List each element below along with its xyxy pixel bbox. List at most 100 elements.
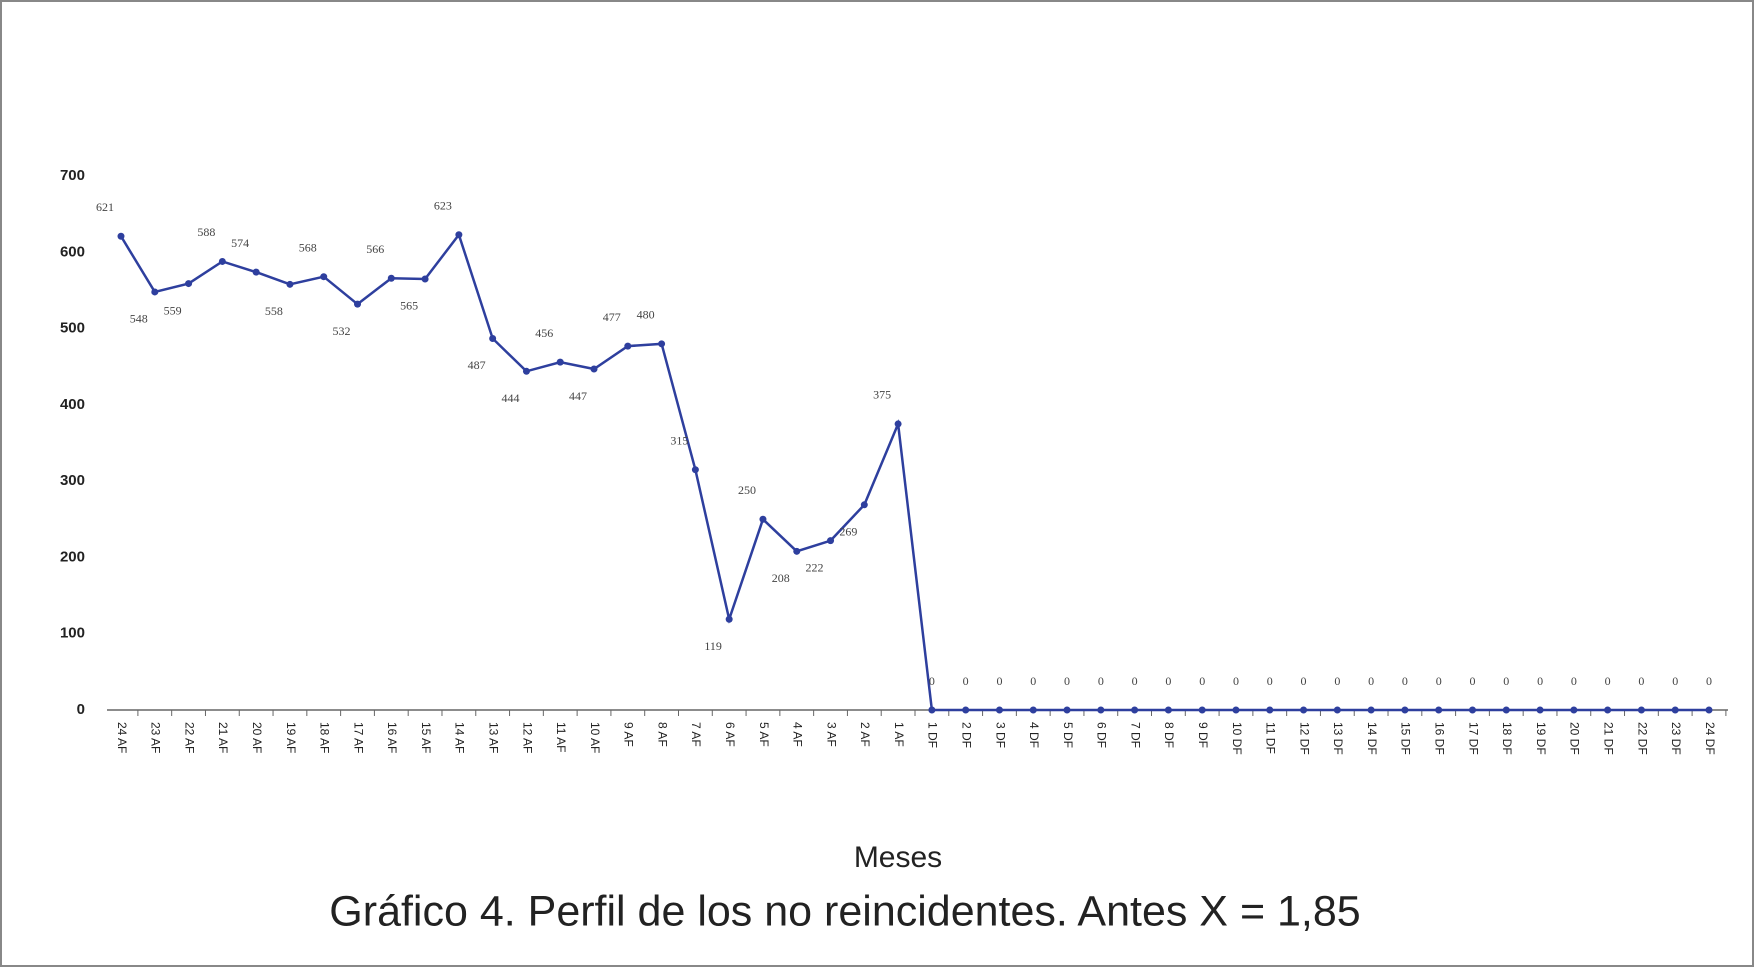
data-label: 0 bbox=[1233, 674, 1239, 688]
marker bbox=[1063, 706, 1071, 714]
x-tick-label: 6 DF bbox=[1095, 722, 1109, 748]
data-label: 222 bbox=[806, 560, 824, 574]
x-tick-label: 17 AF bbox=[351, 722, 365, 753]
x-tick-label: 10 DF bbox=[1230, 722, 1244, 755]
y-tick-label: 500 bbox=[60, 320, 85, 337]
x-tick-label: 24 AF bbox=[115, 722, 129, 753]
marker bbox=[1570, 706, 1578, 714]
chart-title: Gráfico 4. Perfil de los no reincidentes… bbox=[329, 887, 1360, 935]
x-tick-label: 13 DF bbox=[1331, 722, 1345, 755]
x-tick-label: 22 DF bbox=[1635, 722, 1649, 755]
x-tick-label: 20 AF bbox=[250, 722, 264, 753]
marker bbox=[1232, 706, 1240, 714]
data-label: 0 bbox=[1132, 674, 1138, 688]
x-axis-label: Meses bbox=[854, 841, 942, 874]
x-tick-label: 20 DF bbox=[1568, 722, 1582, 755]
marker bbox=[1198, 706, 1206, 714]
marker bbox=[421, 275, 429, 283]
x-tick-label: 11 DF bbox=[1264, 722, 1278, 754]
data-label: 0 bbox=[1469, 674, 1475, 688]
marker bbox=[1637, 706, 1645, 714]
x-tick-label: 19 DF bbox=[1534, 722, 1548, 755]
marker bbox=[1029, 706, 1037, 714]
marker bbox=[1367, 706, 1375, 714]
data-label: 250 bbox=[738, 483, 756, 497]
x-tick-label: 2 AF bbox=[858, 722, 872, 747]
x-tick-label: 9 AF bbox=[622, 722, 636, 747]
x-tick-label: 12 AF bbox=[520, 722, 534, 753]
x-tick-label: 16 DF bbox=[1433, 722, 1447, 755]
x-tick-label: 16 AF bbox=[385, 722, 399, 753]
x-tick-label: 7 DF bbox=[1128, 722, 1142, 748]
data-label: 269 bbox=[839, 525, 857, 539]
x-tick-label: 4 AF bbox=[791, 722, 805, 747]
x-tick-label: 8 DF bbox=[1162, 722, 1176, 748]
data-label: 0 bbox=[996, 674, 1002, 688]
marker bbox=[691, 466, 699, 474]
line bbox=[119, 232, 1709, 712]
data-label: 558 bbox=[265, 304, 283, 318]
x-tick-label: 11 AF bbox=[554, 722, 568, 752]
data-label: 623 bbox=[434, 198, 452, 212]
data-label: 487 bbox=[468, 358, 486, 372]
marker bbox=[962, 706, 970, 714]
data-label: 0 bbox=[1503, 674, 1509, 688]
x-tick-label: 23 AF bbox=[149, 722, 163, 753]
x-tick-label: 3 AF bbox=[824, 722, 838, 747]
x-tick-label: 18 DF bbox=[1500, 722, 1514, 755]
marker bbox=[894, 420, 902, 428]
x-tick-label: 14 AF bbox=[453, 722, 467, 753]
data-label: 0 bbox=[1638, 674, 1644, 688]
x-tick-label: 21 DF bbox=[1601, 722, 1615, 755]
marker bbox=[455, 231, 463, 239]
marker bbox=[1604, 706, 1612, 714]
x-tick-label: 21 AF bbox=[216, 722, 230, 753]
data-label: 0 bbox=[1436, 674, 1442, 688]
x-tick-label: 14 DF bbox=[1365, 722, 1379, 755]
marker bbox=[725, 615, 733, 623]
data-label: 532 bbox=[333, 324, 351, 338]
marker bbox=[1266, 706, 1274, 714]
x-tick-label: 24 DF bbox=[1703, 722, 1717, 755]
marker bbox=[387, 274, 395, 282]
marker bbox=[151, 288, 159, 296]
y-tick-label: 100 bbox=[60, 625, 85, 642]
data-label: 0 bbox=[963, 674, 969, 688]
marker bbox=[590, 365, 598, 373]
x-tick-label: 10 AF bbox=[588, 722, 602, 753]
x-tick-label: 19 AF bbox=[284, 722, 298, 753]
x-tick-label: 1 DF bbox=[926, 722, 940, 748]
data-label: 621 bbox=[96, 200, 114, 214]
x-tick-label: 9 DF bbox=[1196, 722, 1210, 748]
x-tick-label: 5 AF bbox=[757, 722, 771, 747]
marker bbox=[286, 280, 294, 288]
x-tick-label: 1 AF bbox=[892, 722, 906, 747]
marker bbox=[793, 547, 801, 555]
marker bbox=[354, 300, 362, 308]
data-label: 548 bbox=[130, 312, 148, 326]
y-tick-label: 0 bbox=[77, 701, 85, 718]
marker bbox=[1300, 706, 1308, 714]
data-label: 0 bbox=[1537, 674, 1543, 688]
x-tick-label: 13 AF bbox=[486, 722, 500, 753]
y-tick-label: 600 bbox=[60, 243, 85, 260]
x-tick-label: 7 AF bbox=[689, 722, 703, 747]
data-label: 574 bbox=[231, 236, 249, 250]
marker bbox=[1671, 706, 1679, 714]
marker bbox=[624, 342, 632, 350]
x-tick-label: 3 DF bbox=[993, 722, 1007, 748]
marker bbox=[1468, 706, 1476, 714]
marker bbox=[1097, 706, 1105, 714]
x-tick-label: 12 DF bbox=[1297, 722, 1311, 755]
marker bbox=[489, 334, 497, 342]
data-label: 0 bbox=[1199, 674, 1205, 688]
marker bbox=[117, 232, 125, 240]
marker bbox=[185, 280, 193, 288]
marker bbox=[759, 515, 767, 523]
x-tick-label: 15 DF bbox=[1399, 722, 1413, 755]
marker bbox=[1705, 706, 1713, 714]
x-tick-label: 6 AF bbox=[723, 722, 737, 747]
data-label: 477 bbox=[603, 310, 621, 324]
